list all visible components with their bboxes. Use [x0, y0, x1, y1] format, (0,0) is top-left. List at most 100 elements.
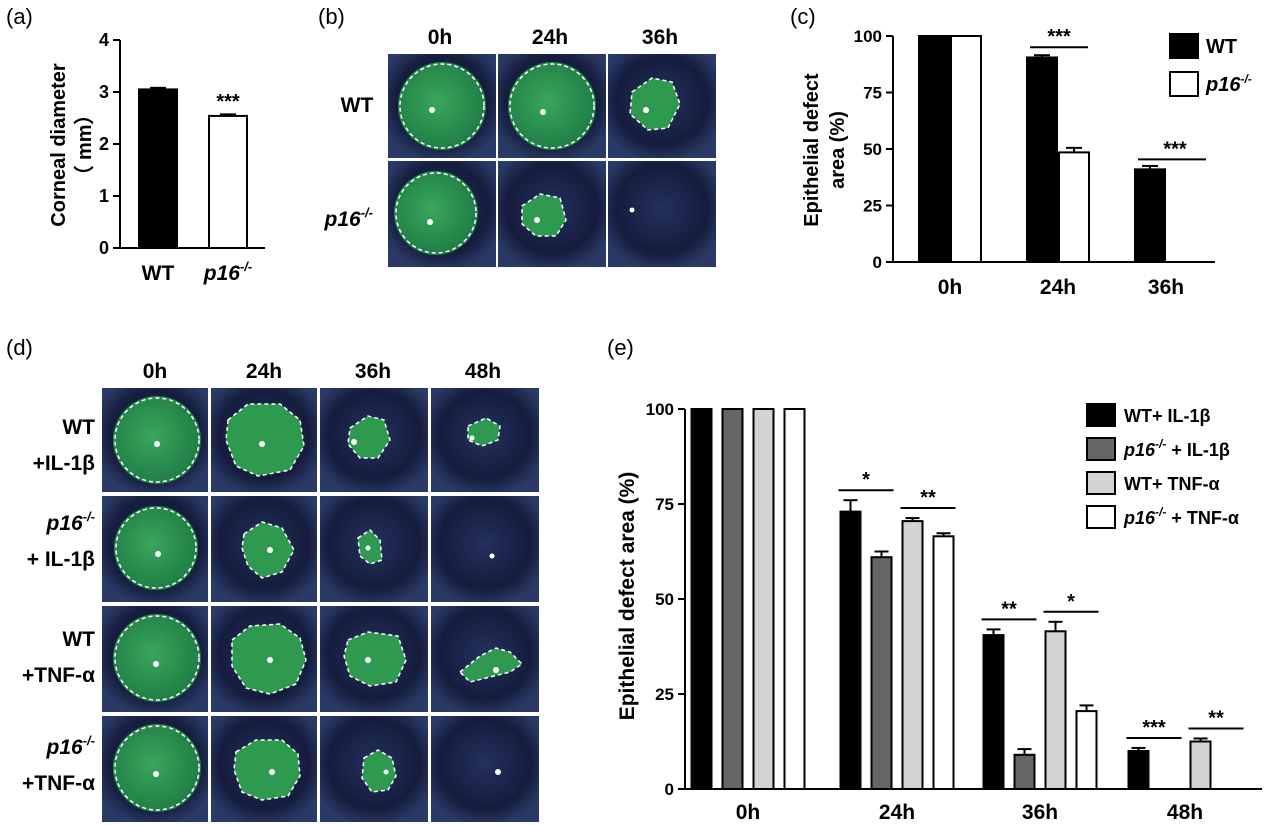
e-legend-label-1-sup: -/-	[1155, 437, 1166, 451]
e-bar-s2-c0	[752, 408, 775, 790]
e-xtick-label-2: 36h	[1022, 801, 1058, 824]
a-xtick-label-0-main: WT	[142, 262, 175, 285]
panel-d-row-labels: WT +IL-1β p16-/- + IL-1β WT +TNF-α p16-/…	[22, 416, 95, 795]
panel-d-row1-line2: +IL-1β	[33, 452, 96, 475]
photo-b-p16-36h	[608, 161, 716, 267]
c-bar-s0-c1	[1026, 56, 1058, 263]
e-bar-s0-c1	[839, 510, 862, 790]
e-legend-label-2: WT+ TNF-α	[1124, 474, 1220, 494]
a-bar-1	[208, 114, 248, 249]
panel-b-col-36h: 36h	[642, 26, 678, 49]
a-ytick-label-3: 3	[99, 82, 109, 102]
panel-b-row-p16-sup: -/-	[361, 205, 373, 220]
c-ytick-label-3: 75	[863, 84, 882, 103]
panel-label-c: (c)	[790, 4, 816, 29]
photo-d-r2-48h	[431, 496, 539, 602]
e-legend-label-3-main: p16	[1123, 508, 1156, 528]
e-sig-text-5: **	[1208, 707, 1224, 729]
e-legend-label-3-sup: -/-	[1155, 505, 1166, 519]
panel-d-row4-line2: +TNF-α	[22, 772, 95, 795]
photo-d-r1-48h	[431, 388, 539, 492]
panel-d-col-0h: 0h	[143, 360, 168, 383]
c-ytick-label-1: 25	[863, 197, 882, 216]
e-legend-label-3-suffix: + TNF-α	[1166, 508, 1239, 528]
c-ylabel-line-0: Epithelial defect	[801, 73, 823, 227]
c-ytick-label-4: 100	[854, 27, 882, 46]
photo-d-r4-0h	[102, 716, 208, 822]
photo-d-r2-0h	[102, 496, 208, 602]
e-bar-s0-c0	[690, 408, 713, 790]
e-bar-s3-c2	[1075, 710, 1098, 790]
panel-d-row2-line1-sup: -/-	[83, 509, 95, 524]
panel-label-d: (d)	[6, 335, 33, 360]
photo-d-r1-36h	[320, 388, 428, 492]
c-legend-label-0: WT	[1206, 36, 1237, 58]
e-sig-text-1: **	[920, 487, 936, 509]
c-legend-label-1-sup: -/-	[1240, 72, 1251, 86]
c-xtick-label-2: 36h	[1148, 276, 1184, 299]
a-ytick-label-0: 0	[99, 238, 109, 258]
a-ytick-label-1: 1	[99, 186, 109, 206]
c-legend-swatch-0	[1169, 33, 1199, 59]
panel-d-column-headers: 0h 24h 36h 48h	[143, 360, 501, 383]
photo-d-r2-24h	[211, 496, 317, 602]
panel-d-row2-line1: p16-/-	[46, 509, 95, 535]
e-bar-s1-c1	[870, 556, 893, 791]
a-ylabel-line-0: Corneal diameter	[48, 63, 70, 227]
panel-d-row2-line1-main: p16	[46, 512, 84, 535]
e-legend-label-1-suffix: + IL-1β	[1166, 440, 1230, 460]
photo-b-p16-24h	[498, 161, 606, 267]
a-xtick-label-0: WT	[142, 262, 175, 285]
e-bar-s1-c2	[1013, 753, 1036, 790]
photo-d-r4-36h	[320, 716, 428, 822]
e-ytick-label-3: 75	[655, 495, 674, 514]
e-bar-s0-c3	[1127, 750, 1150, 790]
e-legend-label-2-main: WT	[1124, 474, 1152, 494]
c-ytick-label-2: 50	[863, 140, 882, 159]
photo-b-wt-24h	[498, 54, 606, 158]
panel-b-col-0h: 0h	[428, 26, 453, 49]
c-xtick-label-1: 24h	[1040, 276, 1076, 299]
panel-d-row1-line1: WT	[62, 416, 95, 439]
a-xtick-label-1-sup: -/-	[240, 259, 252, 274]
c-bar-s0-c2	[1134, 168, 1166, 263]
photo-d-r1-0h	[102, 388, 208, 492]
panel-d-row3-line1: WT	[62, 628, 95, 651]
e-bar-s1-c0	[721, 408, 744, 790]
panel-d-photo-grid	[102, 388, 539, 822]
panel-b-row-p16-main: p16	[324, 208, 362, 231]
a-ylabel: Corneal diameter （ mm）	[48, 63, 96, 227]
photo-d-r2-36h	[320, 496, 428, 602]
c-legend-label-1-main: p16	[1205, 74, 1241, 96]
chart-a: 0 1 2 3 4 WT p16-/- *** Corneal diameter （ mm）	[48, 30, 265, 285]
panel-d-col-48h: 48h	[465, 360, 501, 383]
panel-d-row4-line1-sup: -/-	[83, 733, 95, 748]
photo-d-r4-48h	[431, 716, 539, 822]
e-legend-swatch-0	[1086, 403, 1116, 427]
e-legend-label-2-suffix: + TNF-α	[1152, 474, 1220, 494]
a-xtick-label-1-main: p16	[203, 262, 241, 285]
panel-d-row2-line2: + IL-1β	[27, 548, 95, 571]
panel-label-b: (b)	[318, 4, 345, 29]
e-xtick-label-0: 0h	[736, 801, 761, 824]
e-ytick-label-1: 25	[655, 685, 674, 704]
panel-b-row-wt: WT	[341, 94, 374, 117]
c-xtick-label-0: 0h	[938, 276, 963, 299]
e-legend-label-0: WT+ IL-1β	[1124, 406, 1210, 426]
photo-b-p16-0h	[388, 161, 496, 267]
panel-d-row3-line2: +TNF-α	[22, 664, 95, 687]
e-ytick-label-0: 0	[665, 780, 674, 799]
e-xtick-label-3: 48h	[1167, 801, 1203, 824]
e-xtick-label-1: 24h	[879, 801, 915, 824]
e-sig-text-2: **	[1001, 598, 1017, 620]
c-bar-s1-c0	[950, 35, 982, 263]
e-bar-s2-c3	[1189, 740, 1212, 790]
chart-c: 0 25 50 75 100 0h 24h 36h *** *** Epithelial defec…	[801, 26, 1252, 299]
a-bar-0	[138, 88, 178, 250]
c-ytick-label-0: 0	[873, 253, 882, 272]
c-bar-s1-c1	[1058, 151, 1090, 263]
c-ylabel-line-1: area (%)	[827, 111, 849, 189]
photo-d-r4-24h	[211, 716, 317, 822]
photo-d-r3-48h	[431, 606, 539, 712]
